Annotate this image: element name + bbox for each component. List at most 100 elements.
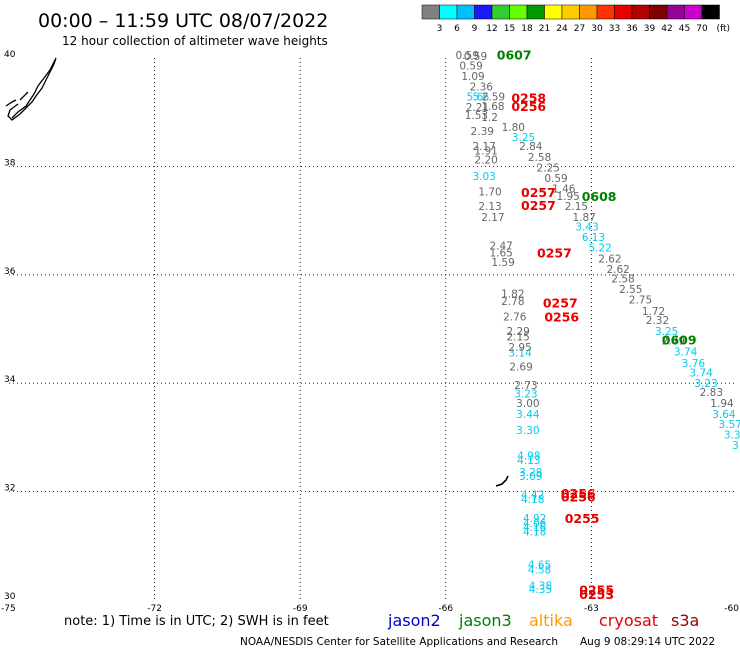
- wave-height-value: 4.58: [528, 564, 551, 576]
- wave-height-value: 2.20: [474, 155, 497, 167]
- legend-swatch: [631, 4, 650, 20]
- wave-height-value: 4.18: [521, 494, 544, 506]
- coastline-outline: [5, 57, 57, 121]
- wave-height-value: 2.83: [700, 387, 723, 399]
- lon-label: -69: [293, 604, 308, 614]
- wave-height-value: 3.57: [719, 419, 740, 431]
- pass-time: 0608: [582, 189, 617, 204]
- wave-height-value: 3.03: [472, 171, 495, 183]
- wave-height-value: 3.28: [519, 467, 542, 479]
- wave-height-readings: 0.590.590.591.092.365.65.62.592.211.681.…: [456, 50, 740, 596]
- legend-swatch: [474, 4, 493, 20]
- legend-label: 70: [696, 24, 708, 34]
- wave-height-value: 2.69: [509, 362, 532, 374]
- lat-label: 36: [4, 267, 16, 277]
- wave-height-value: 2.62: [598, 253, 621, 265]
- wave-height-value: 3.35: [724, 429, 740, 441]
- wave-height-value: 3.25: [655, 326, 678, 338]
- satellite-altika: altika: [529, 611, 573, 630]
- wave-height-value: 3.74: [689, 368, 713, 380]
- legend-swatch: [596, 4, 615, 20]
- legend-swatch: [421, 4, 440, 20]
- map-subtitle: 12 hour collection of altimeter wave hei…: [62, 34, 328, 48]
- legend-swatch: [666, 4, 685, 20]
- wave-height-value: 2.84: [519, 141, 543, 153]
- legend-label: 18: [521, 24, 533, 34]
- wave-height-value: 4.42: [521, 490, 544, 502]
- wave-height-value: 1.80: [502, 122, 525, 134]
- wave-height-value: 2.79: [662, 336, 685, 348]
- wave-height-value: 3.09: [519, 471, 542, 483]
- wave-height-value: 2.59: [482, 91, 505, 103]
- satellite-legend: jason2 jason3 altika cryosat s3a: [387, 611, 699, 630]
- wave-height-value: 3.43: [575, 221, 598, 233]
- satellite-cryosat: cryosat: [599, 611, 658, 630]
- legend-swatch: [684, 4, 703, 20]
- legend-label: 30: [591, 24, 603, 34]
- wave-height-value: 2.17: [472, 141, 495, 153]
- wave-height-value: 2.62: [606, 264, 629, 276]
- wave-height-value: 2.15: [565, 201, 588, 213]
- wave-height-value: 1.72: [642, 306, 665, 318]
- satellite-jason2: jason2: [387, 611, 441, 630]
- lat-lon-grid: [9, 58, 737, 600]
- legend-label: 45: [679, 24, 690, 34]
- legend-swatch: [456, 4, 475, 20]
- legend-label: 39: [644, 24, 656, 34]
- pass-time: 0607: [497, 48, 532, 63]
- wave-height-value: 5.22: [588, 242, 611, 254]
- wave-height-color-legend: 3 6 9 12 15 18 21 24 27 30 33 36 39 42 45 70 (ft): [421, 4, 731, 34]
- wave-height-value: 2.76: [503, 311, 527, 323]
- wave-height-value: 3.00: [516, 398, 539, 410]
- wave-height-value: 3.76: [682, 358, 706, 370]
- legend-label: 3: [437, 24, 443, 34]
- lon-label: -66: [438, 604, 453, 614]
- legend-label: 24: [556, 24, 568, 34]
- footer-credit: NOAA/NESDIS Center for Satellite Applica…: [240, 636, 558, 648]
- wave-height-value: 2.39: [471, 126, 494, 138]
- lat-label: 34: [4, 375, 16, 385]
- wave-height-value: 0.59: [456, 50, 479, 62]
- wave-height-value: 3.64: [712, 409, 736, 421]
- lat-label: 38: [4, 158, 16, 168]
- wave-height-value: 1.94: [710, 398, 734, 410]
- wave-height-value: 2.13: [478, 201, 501, 213]
- pass-time: 0256: [544, 309, 579, 324]
- wave-height-value: 0.59: [464, 51, 487, 63]
- axis-labels: 40 38 36 34 32 30 -75 -72 -69 -66 -63 -60: [1, 50, 739, 614]
- wave-height-value: 2.58: [528, 152, 551, 164]
- wave-height-value: 1.53: [465, 110, 488, 122]
- satellite-jason3: jason3: [458, 611, 512, 630]
- pass-time: 0256: [561, 486, 596, 501]
- wave-height-value: 4.65: [528, 560, 551, 572]
- legend-swatch: [439, 4, 458, 20]
- wave-height-value: 1.87: [572, 212, 595, 224]
- map-title: 00:00 – 11:59 UTC 08/07/2022: [38, 10, 328, 32]
- legend-swatch: [579, 4, 598, 20]
- pass-time: 0253: [579, 587, 614, 602]
- wave-height-value: 2.95: [508, 342, 531, 354]
- wave-height-value: 3.23: [694, 378, 717, 390]
- wave-height-value: 1.2: [481, 112, 498, 124]
- wave-height-value: 0.59: [459, 60, 482, 72]
- legend-label: 27: [574, 24, 585, 34]
- legend-label: 12: [486, 24, 497, 34]
- wave-height-value: 2.58: [611, 273, 634, 285]
- wave-height-value: 1.82: [501, 289, 524, 301]
- legend-unit: (ft): [717, 24, 731, 34]
- pass-time: 0255: [579, 583, 614, 598]
- satellite-s3a: s3a: [671, 611, 699, 630]
- wave-height-value: 2.78: [501, 296, 524, 308]
- legend-label: 15: [504, 24, 515, 34]
- wave-height-value: 2.17: [481, 212, 504, 224]
- pass-time: 0257: [521, 185, 556, 200]
- wave-height-value: 2.15: [506, 331, 529, 343]
- wave-height-value: 2.21: [466, 102, 489, 114]
- wave-height-value: 2.73: [514, 380, 537, 392]
- pass-time: 0255: [565, 511, 600, 526]
- wave-height-value: 4.13: [517, 455, 540, 467]
- wave-height-value: 4.06: [523, 518, 547, 530]
- wave-height-value: 2.25: [537, 162, 560, 174]
